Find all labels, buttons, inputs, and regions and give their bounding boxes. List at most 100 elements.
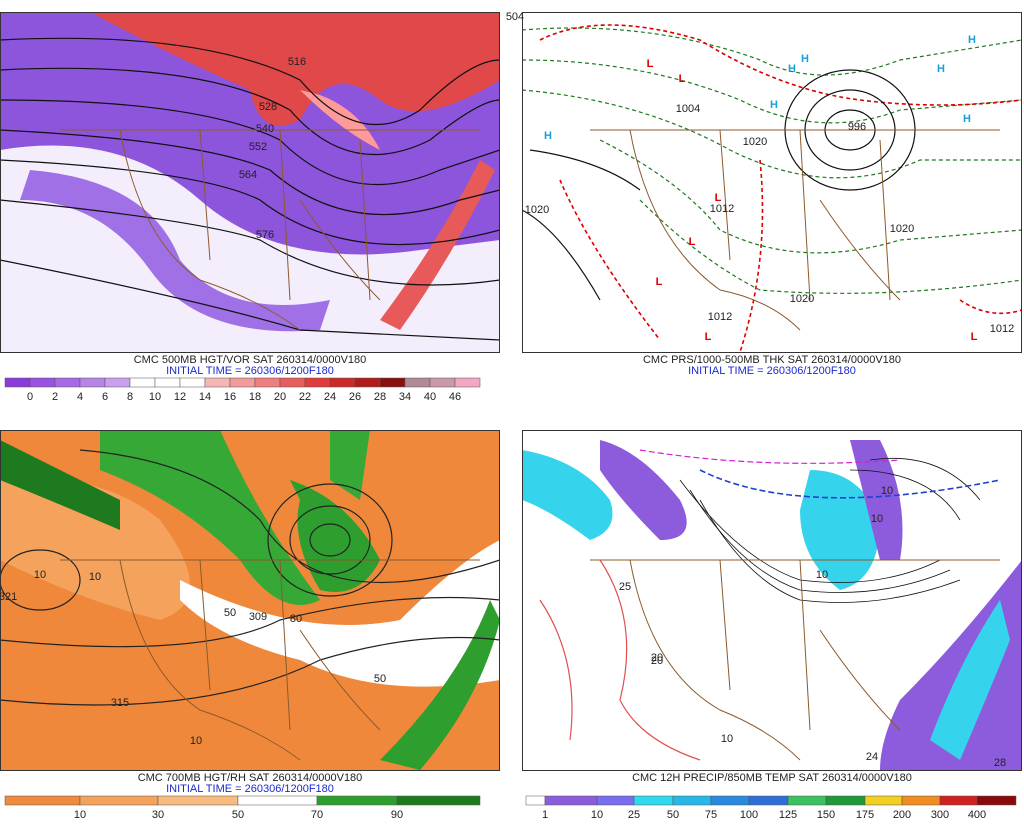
colorbar-label: 6 — [102, 391, 108, 403]
pressure-center: H — [963, 113, 971, 125]
colorbar-swatch — [825, 795, 866, 806]
colorbar-label: 34 — [399, 391, 411, 403]
contour-label: 504 — [506, 11, 524, 23]
colorbar-swatch — [129, 377, 156, 388]
colorbar-swatch — [787, 795, 827, 806]
colorbar-label: 90 — [391, 809, 403, 819]
colorbar-swatch — [316, 795, 398, 806]
contour-label: 10 — [881, 485, 893, 497]
panel-frame — [522, 12, 1022, 353]
contour-label: 321 — [0, 591, 17, 603]
contour-label: 1020 — [890, 223, 914, 235]
panel-frame — [0, 430, 500, 771]
vorticity-map — [0, 12, 500, 352]
initial-time: INITIAL TIME = 260306/1200F180 — [166, 783, 334, 795]
contour-label: 564 — [239, 169, 257, 181]
colorbar-label: 10 — [591, 809, 603, 819]
pressure-center: H — [801, 53, 809, 65]
colorbar-swatch — [525, 795, 546, 806]
contour-label: 552 — [249, 141, 267, 153]
colorbar-swatch — [379, 377, 406, 388]
colorbar-swatch — [454, 377, 481, 388]
pressure-center: L — [715, 192, 722, 204]
colorbar-label: 50 — [232, 809, 244, 819]
colorbar-swatch — [157, 795, 239, 806]
contour-label: 1020 — [743, 136, 767, 148]
contour-label: 315 — [111, 697, 129, 709]
colorbar-swatch — [29, 377, 56, 388]
colorbar-label: 46 — [449, 391, 461, 403]
colorbar-swatch — [4, 377, 31, 388]
contour-label: 80 — [290, 613, 302, 625]
contour-label: 1020 — [525, 204, 549, 216]
colorbar-swatch — [304, 377, 331, 388]
colorbar-swatch — [354, 377, 381, 388]
colorbar-swatch — [79, 795, 159, 806]
contour-label: 516 — [288, 56, 306, 68]
contour-label: 10 — [721, 733, 733, 745]
caption: CMC 700MB HGT/RH SAT 260314/0000V180 — [138, 772, 363, 784]
colorbar-swatch — [154, 377, 181, 388]
colorbar-label: 30 — [152, 809, 164, 819]
pressure-map — [522, 12, 1022, 352]
colorbar-label: 300 — [931, 809, 949, 819]
contour-label: 540 — [256, 123, 274, 135]
contour-label: 576 — [256, 229, 274, 241]
contour-label: 50 — [374, 673, 386, 685]
contour-label: 10 — [34, 569, 46, 581]
colorbar-label: 4 — [77, 391, 83, 403]
colorbar-label: 14 — [199, 391, 211, 403]
contour-label: 1012 — [710, 203, 734, 215]
colorbar-label: 70 — [311, 809, 323, 819]
pressure-center: L — [689, 236, 696, 248]
colorbar-swatch — [939, 795, 978, 806]
colorbar-swatch — [672, 795, 712, 806]
colorbar-label: 18 — [249, 391, 261, 403]
colorbar-swatch — [596, 795, 635, 806]
colorbar-label: 1 — [542, 809, 548, 819]
contour-label: 28 — [994, 757, 1006, 769]
colorbar-swatch — [79, 377, 106, 388]
pressure-center: H — [788, 63, 796, 75]
contour-label: 24 — [866, 751, 878, 763]
contour-label: 10 — [190, 735, 202, 747]
pressure-center: L — [705, 331, 712, 343]
pressure-center: H — [770, 99, 778, 111]
contour-label: 20 — [651, 655, 663, 667]
colorbar-label: 50 — [667, 809, 679, 819]
colorbar-swatch — [429, 377, 456, 388]
colorbar-swatch — [329, 377, 356, 388]
pressure-center: H — [968, 34, 976, 46]
colorbar-label: 26 — [349, 391, 361, 403]
colorbar-label: 75 — [705, 809, 717, 819]
pressure-center: L — [647, 58, 654, 70]
colorbar-swatch — [179, 377, 206, 388]
colorbar-label: 40 — [424, 391, 436, 403]
colorbar-label: 175 — [856, 809, 874, 819]
pressure-center: H — [937, 63, 945, 75]
colorbar-swatch — [633, 795, 674, 806]
colorbar-label: 10 — [149, 391, 161, 403]
colorbar-label: 0 — [27, 391, 33, 403]
contour-label: 10 — [871, 513, 883, 525]
colorbar-swatch — [901, 795, 941, 806]
panel-frame — [0, 12, 500, 353]
colorbar-swatch — [54, 377, 81, 388]
pressure-center: L — [656, 276, 663, 288]
colorbar-label: 28 — [374, 391, 386, 403]
colorbar-label: 24 — [324, 391, 336, 403]
colorbar-swatch — [404, 377, 431, 388]
contour-label: 20 — [651, 652, 663, 664]
colorbar-swatch — [748, 795, 789, 806]
panel-frame — [522, 430, 1022, 771]
colorbar-label: 25 — [628, 809, 640, 819]
colorbar-swatch — [396, 795, 481, 806]
colorbar-swatch — [104, 377, 131, 388]
colorbar-swatch — [254, 377, 281, 388]
colorbar-swatch — [204, 377, 231, 388]
colorbar-swatch — [976, 795, 1017, 806]
colorbar-label: 20 — [274, 391, 286, 403]
pressure-center: L — [971, 331, 978, 343]
precip-map — [522, 430, 1022, 770]
